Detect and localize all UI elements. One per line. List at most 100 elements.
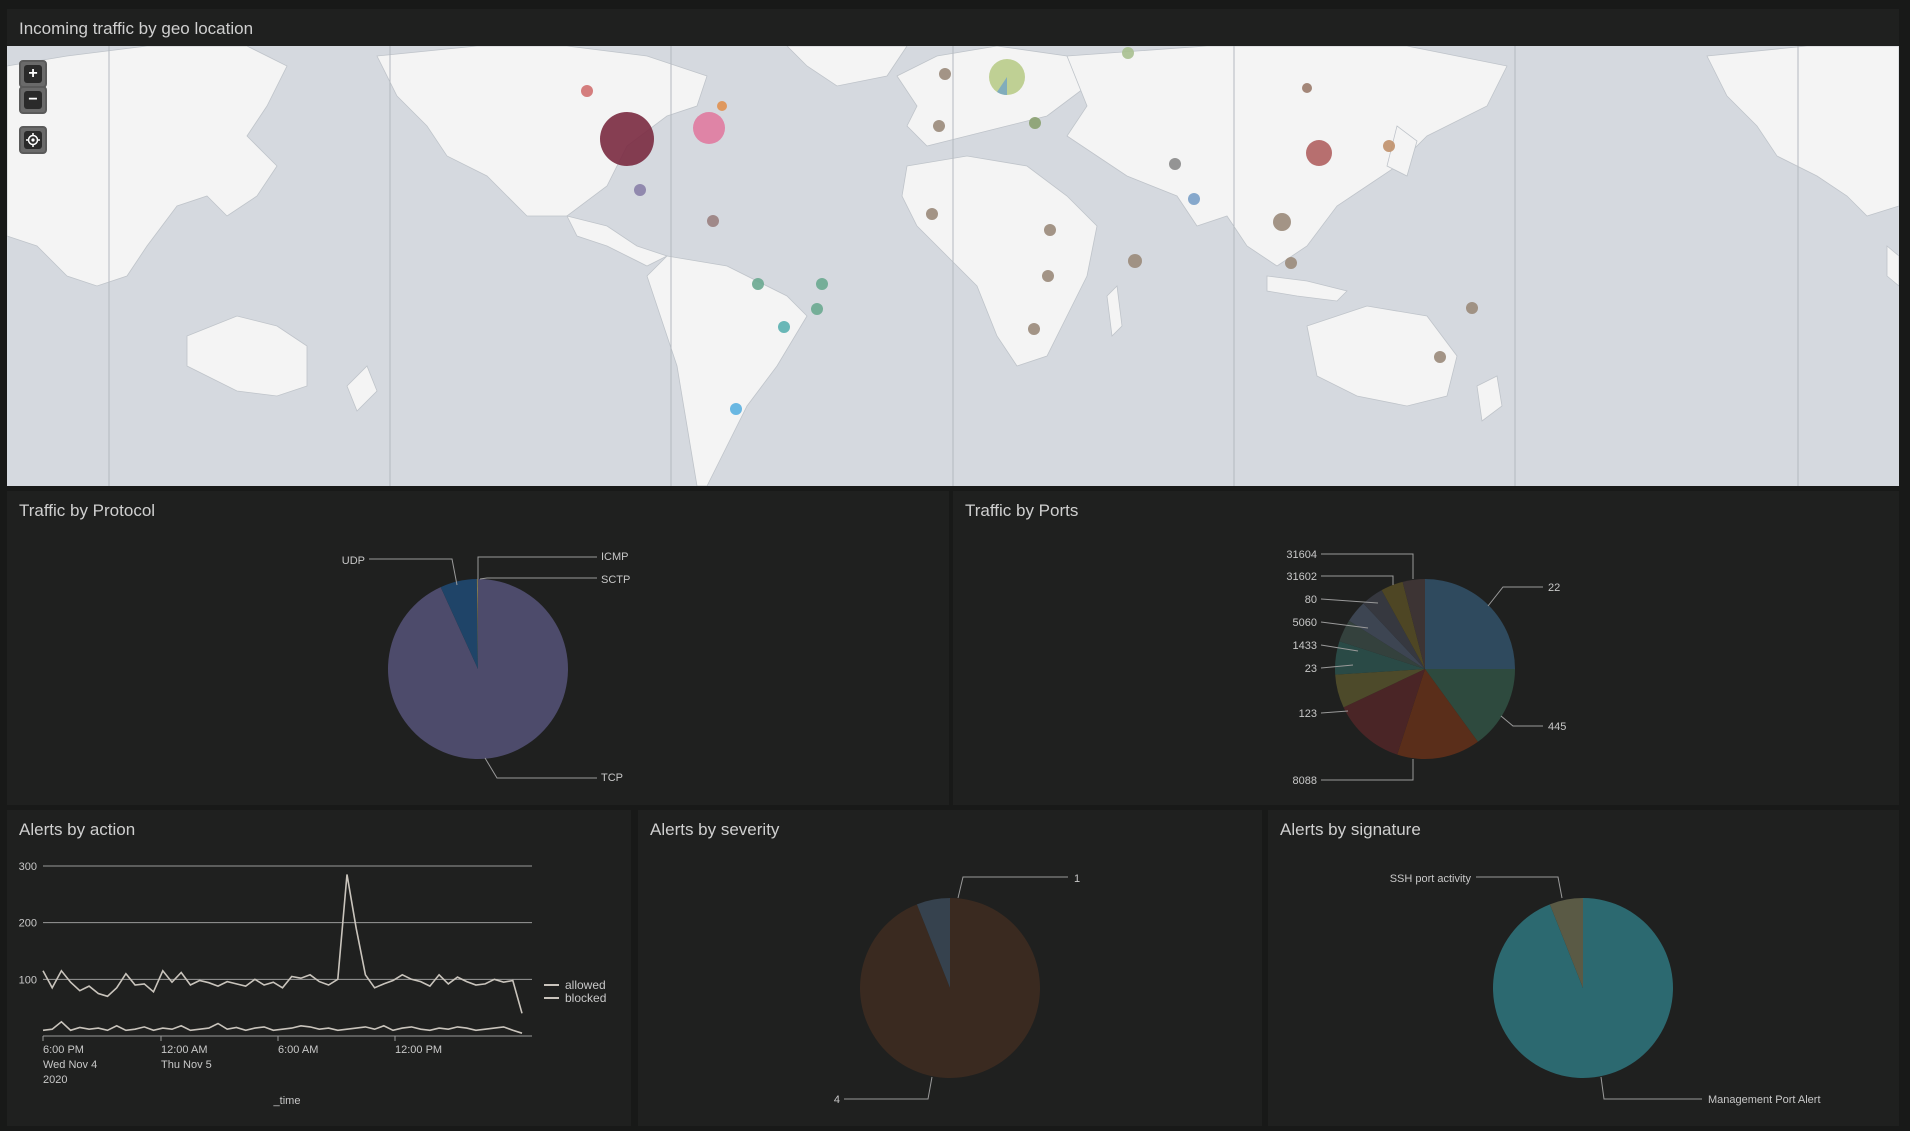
ports-slice[interactable] [1343, 669, 1425, 755]
ports-slice-label: 8088 [1293, 775, 1317, 787]
ports-slice[interactable] [1363, 590, 1425, 669]
marker[interactable] [1383, 140, 1395, 152]
y-tick-label: 300 [19, 861, 37, 873]
marker[interactable] [752, 278, 764, 290]
world-map[interactable]: + − [7, 46, 1899, 486]
protocol-title: Traffic by Protocol [19, 501, 156, 520]
ports-slice[interactable] [1335, 669, 1425, 708]
marker[interactable] [707, 215, 719, 227]
ports-leader-line [1321, 575, 1394, 585]
signature-pie-chart[interactable]: Management Port Alert SSH port activity [1268, 810, 1899, 1126]
series-line-allowed[interactable] [42, 874, 523, 1014]
marker[interactable] [1285, 257, 1297, 269]
severity-pie-chart[interactable]: 41 [638, 810, 1262, 1126]
zoom-out-button[interactable]: − [19, 86, 47, 114]
x-tick-label: 2020 [43, 1074, 67, 1086]
marker[interactable] [1306, 140, 1332, 166]
ports-leader-line [1320, 621, 1369, 629]
ports-slice[interactable] [1425, 669, 1515, 742]
locate-icon [24, 131, 42, 149]
x-tick-label: Wed Nov 4 [43, 1059, 97, 1071]
ports-pie-chart[interactable]: 22 445 8088 123 23 1433 5060 80 31602 31604 [953, 491, 1899, 805]
ports-slice[interactable] [1402, 579, 1425, 669]
y-tick-label: 100 [19, 974, 37, 986]
marker[interactable] [581, 85, 593, 97]
x-tick-label: 6:00 AM [278, 1044, 318, 1056]
marker[interactable] [730, 403, 742, 415]
plus-icon: + [24, 65, 42, 83]
protocol-pie-chart[interactable]: TCP UDP ICMP SCTP [7, 491, 949, 805]
signature-leader-line [1600, 1076, 1702, 1100]
ports-slice-label: 5060 [1293, 617, 1317, 629]
ports-slice[interactable] [1349, 603, 1425, 669]
marker[interactable] [1434, 351, 1446, 363]
locate-button[interactable] [19, 126, 47, 154]
ports-slice-label: 445 [1548, 721, 1566, 733]
protocol-slice[interactable] [440, 579, 478, 669]
ports-slice[interactable] [1381, 581, 1425, 669]
ports-slice[interactable] [1339, 620, 1425, 669]
ports-slice-label: 31602 [1286, 571, 1317, 583]
severity-slice[interactable] [916, 898, 950, 988]
ports-leader-line [1320, 664, 1354, 669]
marker[interactable] [1029, 117, 1041, 129]
marker[interactable] [1169, 158, 1181, 170]
ports-slice-label: 80 [1305, 594, 1317, 606]
marker[interactable] [939, 68, 951, 80]
marker[interactable] [717, 101, 727, 111]
ports-slice[interactable] [1397, 669, 1478, 759]
signature-title: Alerts by signature [1280, 820, 1421, 839]
ports-slice[interactable] [1335, 641, 1425, 675]
marker[interactable] [1028, 323, 1040, 335]
marker[interactable] [600, 112, 654, 166]
ports-leader-line [1320, 710, 1349, 714]
ports-leader-line [1321, 759, 1414, 781]
ports-slice-label: 1433 [1293, 640, 1317, 652]
world-map-svg[interactable] [7, 46, 1899, 486]
x-tick-label: 12:00 AM [161, 1044, 207, 1056]
zoom-in-button[interactable]: + [19, 60, 47, 88]
marker[interactable] [1466, 302, 1478, 314]
severity-leader-line [844, 1076, 933, 1100]
ports-slice[interactable] [1425, 579, 1515, 669]
marker[interactable] [1188, 193, 1200, 205]
geo-map-panel: Incoming traffic by geo location [7, 9, 1899, 486]
marker[interactable] [693, 112, 725, 144]
marker[interactable] [1302, 83, 1312, 93]
signature-leader-line [1476, 876, 1563, 899]
protocol-slice[interactable] [476, 579, 478, 669]
marker[interactable] [811, 303, 823, 315]
alerts-by-action-panel: Alerts by action 300 200 100 6:00 PM Wed Nov… [7, 810, 631, 1126]
severity-slice[interactable] [860, 898, 1040, 1078]
action-line-chart[interactable]: 300 200 100 6:00 PM Wed Nov 4 2020 12:00 AM Thu… [7, 810, 631, 1126]
action-title: Alerts by action [19, 820, 136, 839]
x-tick-label: 12:00 PM [395, 1044, 442, 1056]
marker[interactable] [1122, 47, 1134, 59]
legend-label[interactable]: allowed [565, 978, 606, 992]
ports-slice-label: 123 [1299, 708, 1317, 720]
marker[interactable] [1128, 254, 1142, 268]
signature-slice[interactable] [1549, 898, 1583, 988]
marker[interactable] [1273, 213, 1291, 231]
protocol-leader-line [477, 556, 597, 579]
protocol-leader-line [479, 577, 597, 580]
marker[interactable] [1044, 224, 1056, 236]
ports-slice-label: 31604 [1286, 549, 1317, 561]
marker[interactable] [634, 184, 646, 196]
alerts-by-signature-panel: Alerts by signature Management Port Aler… [1268, 810, 1899, 1126]
severity-slice-label: 1 [1074, 873, 1080, 885]
marker[interactable] [778, 321, 790, 333]
marker[interactable] [926, 208, 938, 220]
marker[interactable] [1042, 270, 1054, 282]
marker[interactable] [816, 278, 828, 290]
ports-leader-line [1500, 715, 1543, 727]
x-tick-label: Thu Nov 5 [161, 1059, 212, 1071]
series-line-blocked[interactable] [42, 1020, 523, 1034]
marker[interactable] [933, 120, 945, 132]
x-tick-label: 6:00 PM [43, 1044, 84, 1056]
traffic-markers[interactable] [581, 47, 1478, 415]
marker-slice [997, 77, 1007, 96]
legend-label[interactable]: blocked [565, 991, 606, 1005]
protocol-slice[interactable] [477, 579, 478, 669]
